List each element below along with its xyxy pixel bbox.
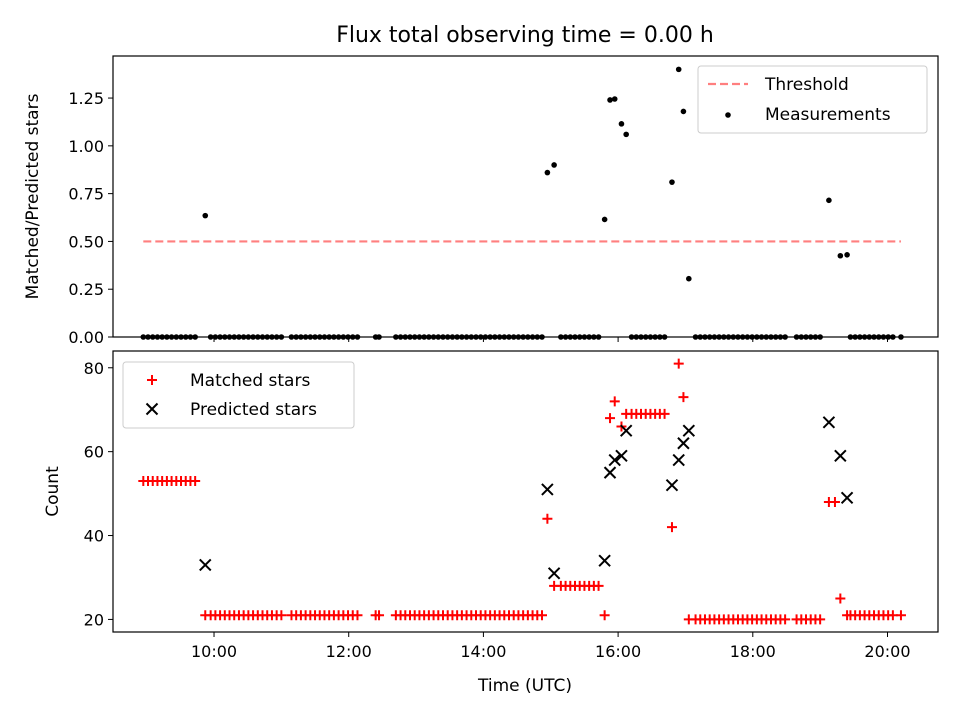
measurement-point [618,121,625,127]
y-tick-label: 40 [84,527,104,546]
predicted-star-point [834,449,847,463]
predicted-star-point [822,416,836,429]
y-tick-label: 0.75 [68,185,104,204]
predicted-star-point [608,453,621,467]
matched-star-point [374,610,385,621]
top-legend: Threshold Measurements [697,65,928,134]
y-tick-label: 0.00 [68,328,104,347]
predicted-star-point [603,466,617,479]
matched-star-point [835,593,846,604]
matched-star-point [780,614,791,625]
legend-measurement-swatch [725,112,731,118]
predicted-star-point [672,453,685,467]
y-tick-label: 80 [84,359,104,378]
matched-star-point [605,413,616,424]
x-tick-label: 14:00 [460,642,506,661]
predicted-star-point [541,483,554,496]
bottom-legend: Matched stars Predicted stars [122,361,355,429]
measurement-point [680,108,687,115]
predicted-star-point [619,424,633,437]
legend-measurement-label: Measurements [765,105,891,125]
matched-star-point [829,496,840,507]
measurement-point [844,252,850,258]
legend-predicted-swatch [145,402,159,416]
matched-star-point [352,610,363,621]
x-tick-label: 16:00 [595,642,641,661]
matched-star-point [659,408,670,419]
y-tick-label: 1.00 [68,137,104,156]
predicted-star-point [840,491,854,504]
legend-matched-label: Matched stars [190,371,310,391]
matched-star-point [537,610,547,621]
measurement-point [611,96,618,102]
measurement-point [675,66,682,73]
predicted-star-point [677,437,690,450]
predicted-star-point [199,558,212,572]
matched-star-point [276,610,287,621]
legend-matched-swatch [147,375,157,385]
x-tick-label: 20:00 [864,642,910,661]
predicted-star-point [547,567,561,580]
y-tick-label: 0.25 [68,280,104,299]
bottom-legend-box [122,361,355,429]
x-axis-label: Time (UTC) [477,676,572,696]
measurement-point [826,197,832,204]
matched-star-point [666,522,677,533]
chart-title: Flux total observing time = 0.00 h [336,23,714,48]
x-tick-label: 12:00 [326,642,372,661]
matched-star-point [815,614,826,625]
predicted-star-point [598,554,611,567]
measurement-point [837,252,844,259]
measurement-point [686,275,692,282]
measurement-point [544,169,551,176]
measurement-point [607,97,613,103]
y-tick-label: 60 [84,443,104,462]
bottom-axes-frame [112,350,939,633]
matched-star-point [599,610,610,621]
measurement-point [623,131,629,138]
bottom-panel: 20 40 60 80 10:00 12:00 14:00 16:00 18:00 20:00 Ti… [43,350,939,696]
top-panel: 0.00 0.25 0.50 0.75 1.00 1.25 Matched/Predicte… [23,55,939,347]
measurement-point [669,179,675,185]
legend-threshold-label: Threshold [764,75,849,95]
measurement-point [601,216,608,223]
top-y-axis-label: Matched/Predicted stars [23,93,43,299]
predicted-star-point [665,479,679,492]
top-legend-box [697,65,928,134]
top-axes-frame [112,55,939,338]
legend-predicted-label: Predicted stars [190,400,317,420]
matched-star-point [678,392,689,403]
matched-star-point [542,513,553,524]
y-tick-label: 1.25 [68,89,104,108]
x-tick-label: 18:00 [730,642,776,661]
measurement-point [202,212,209,219]
y-tick-label: 0.50 [68,232,104,251]
bottom-y-axis-label: Count [43,466,63,517]
y-tick-label: 20 [84,610,104,629]
matched-star-point [895,610,906,621]
matched-star-point [673,358,684,369]
matched-star-point [609,396,620,407]
matched-star-point [190,476,201,487]
matched-star-point [593,580,604,591]
measurement-point [551,162,557,168]
predicted-star-point [615,449,628,463]
predicted-star-point [682,424,696,437]
x-tick-label: 10:00 [191,642,237,661]
